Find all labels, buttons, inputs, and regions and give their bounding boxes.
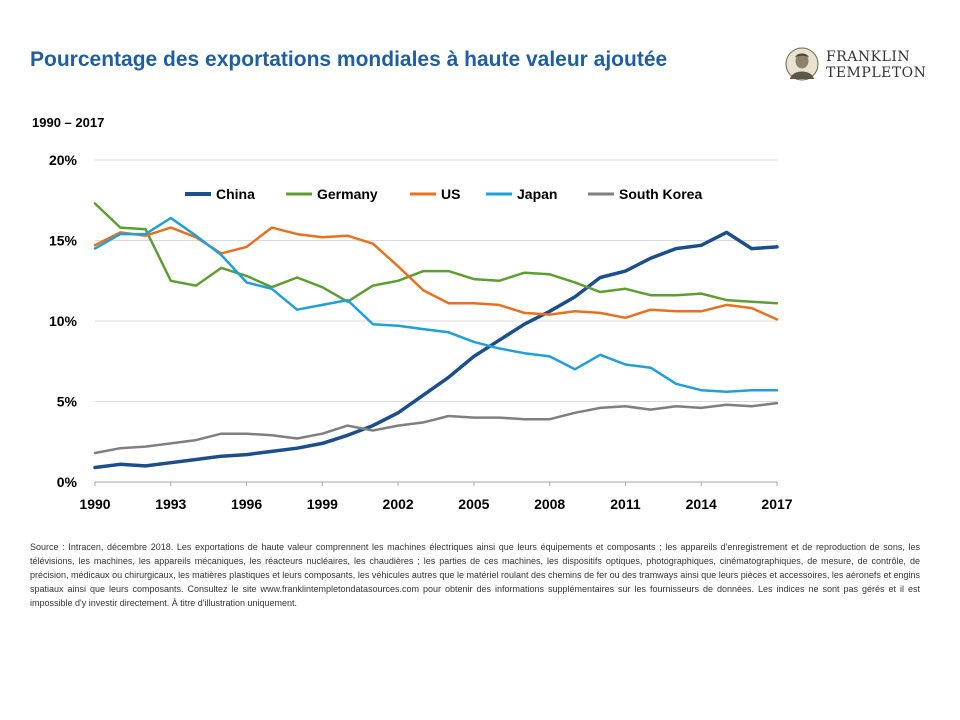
y-tick-label: 5% — [57, 394, 78, 410]
x-tick-label: 1996 — [231, 496, 262, 512]
chart-subtitle: 1990 – 2017 — [32, 115, 105, 130]
legend-label-japan: Japan — [517, 186, 557, 202]
y-tick-label: 20% — [49, 152, 78, 168]
line-chart: 0% 5% 10% 15% 20% 1990 1993 1996 1999 2002 2005 200… — [49, 152, 793, 512]
series-line-south-korea — [93, 401, 779, 455]
x-tick-label: 2011 — [610, 496, 641, 512]
y-tick-label: 10% — [49, 313, 78, 329]
logo-line-1: FRANKLIN — [826, 49, 911, 65]
chart-title: Pourcentage des exportations mondiales à… — [30, 48, 668, 71]
series-line-germany — [93, 202, 779, 305]
x-tick-label: 1993 — [155, 496, 186, 512]
x-tick-label: 2008 — [534, 496, 565, 512]
series-lines — [93, 202, 779, 470]
legend-label-china: China — [216, 186, 255, 202]
x-tick-label: 1999 — [307, 496, 338, 512]
franklin-templeton-logo: FRANKLIN TEMPLETON — [784, 47, 944, 83]
legend: China Germany US Japan South Korea — [185, 186, 702, 202]
x-tick-label: 2014 — [686, 496, 717, 512]
legend-label-germany: Germany — [317, 186, 378, 202]
legend-label-us: US — [441, 186, 460, 202]
legend-label-south-korea: South Korea — [619, 186, 702, 202]
logo-line-2: TEMPLETON — [826, 65, 927, 81]
franklin-portrait-icon — [785, 47, 819, 81]
series-line-us — [93, 226, 779, 321]
series-line-china — [93, 230, 779, 470]
source-footnote: Source : Intracen, décembre 2018. Les ex… — [30, 542, 920, 608]
x-tick-label: 1990 — [79, 496, 110, 512]
y-tick-label: 15% — [49, 233, 78, 249]
grid-lines — [95, 159, 777, 402]
axes: 0% 5% 10% 15% 20% 1990 1993 1996 1999 2002 2005 200… — [49, 152, 793, 512]
y-tick-label: 0% — [57, 474, 78, 490]
series-line-japan — [93, 216, 779, 394]
x-tick-label: 2002 — [383, 496, 414, 512]
x-tick-label: 2005 — [458, 496, 489, 512]
x-tick-label: 2017 — [761, 496, 792, 512]
